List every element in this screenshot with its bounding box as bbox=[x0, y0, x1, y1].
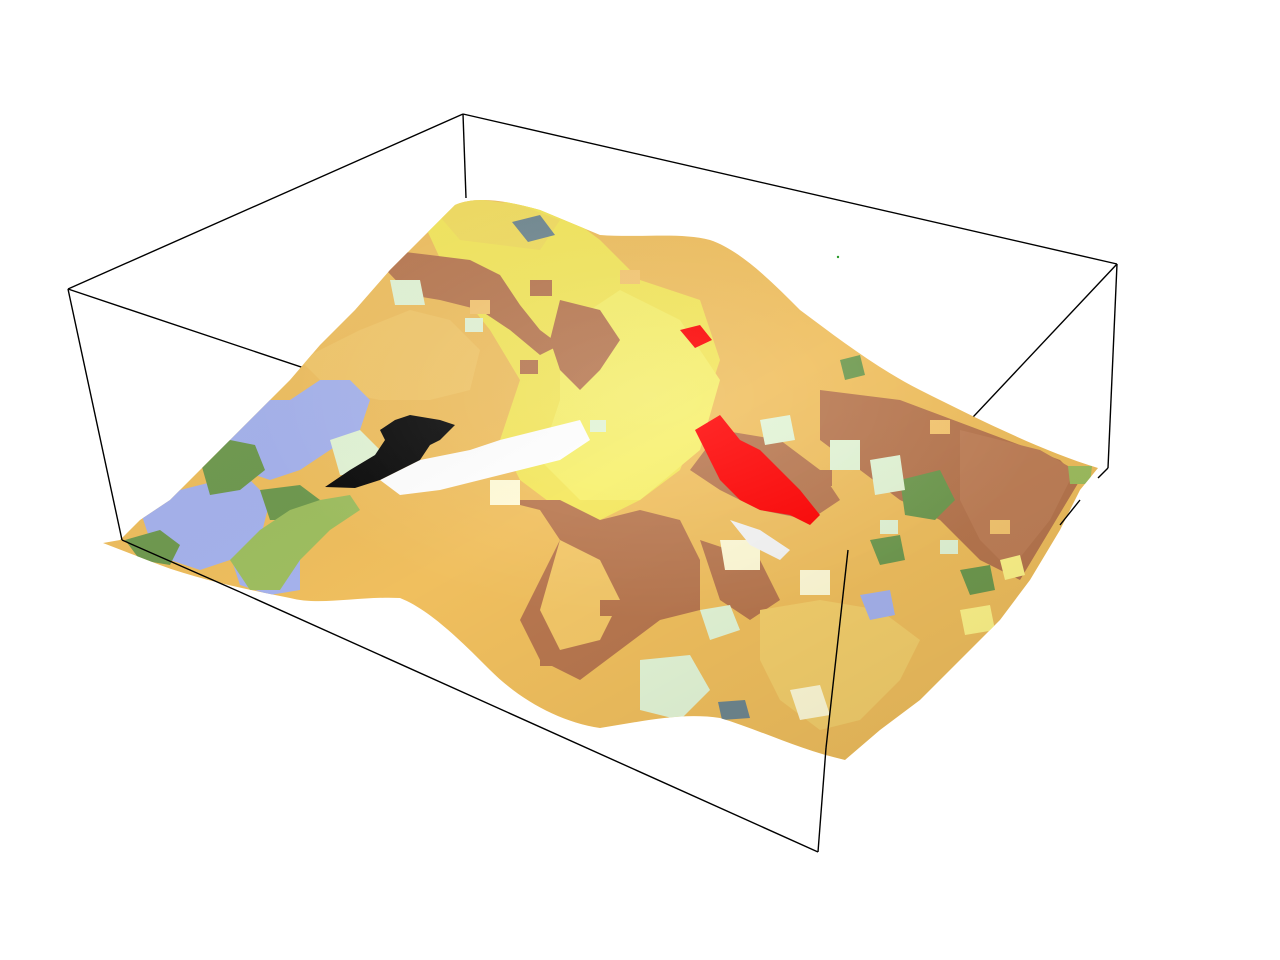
bounding-box-front bbox=[67, 288, 1109, 853]
marker-dot bbox=[836, 255, 840, 259]
terrain-surface[interactable] bbox=[103, 198, 1098, 760]
